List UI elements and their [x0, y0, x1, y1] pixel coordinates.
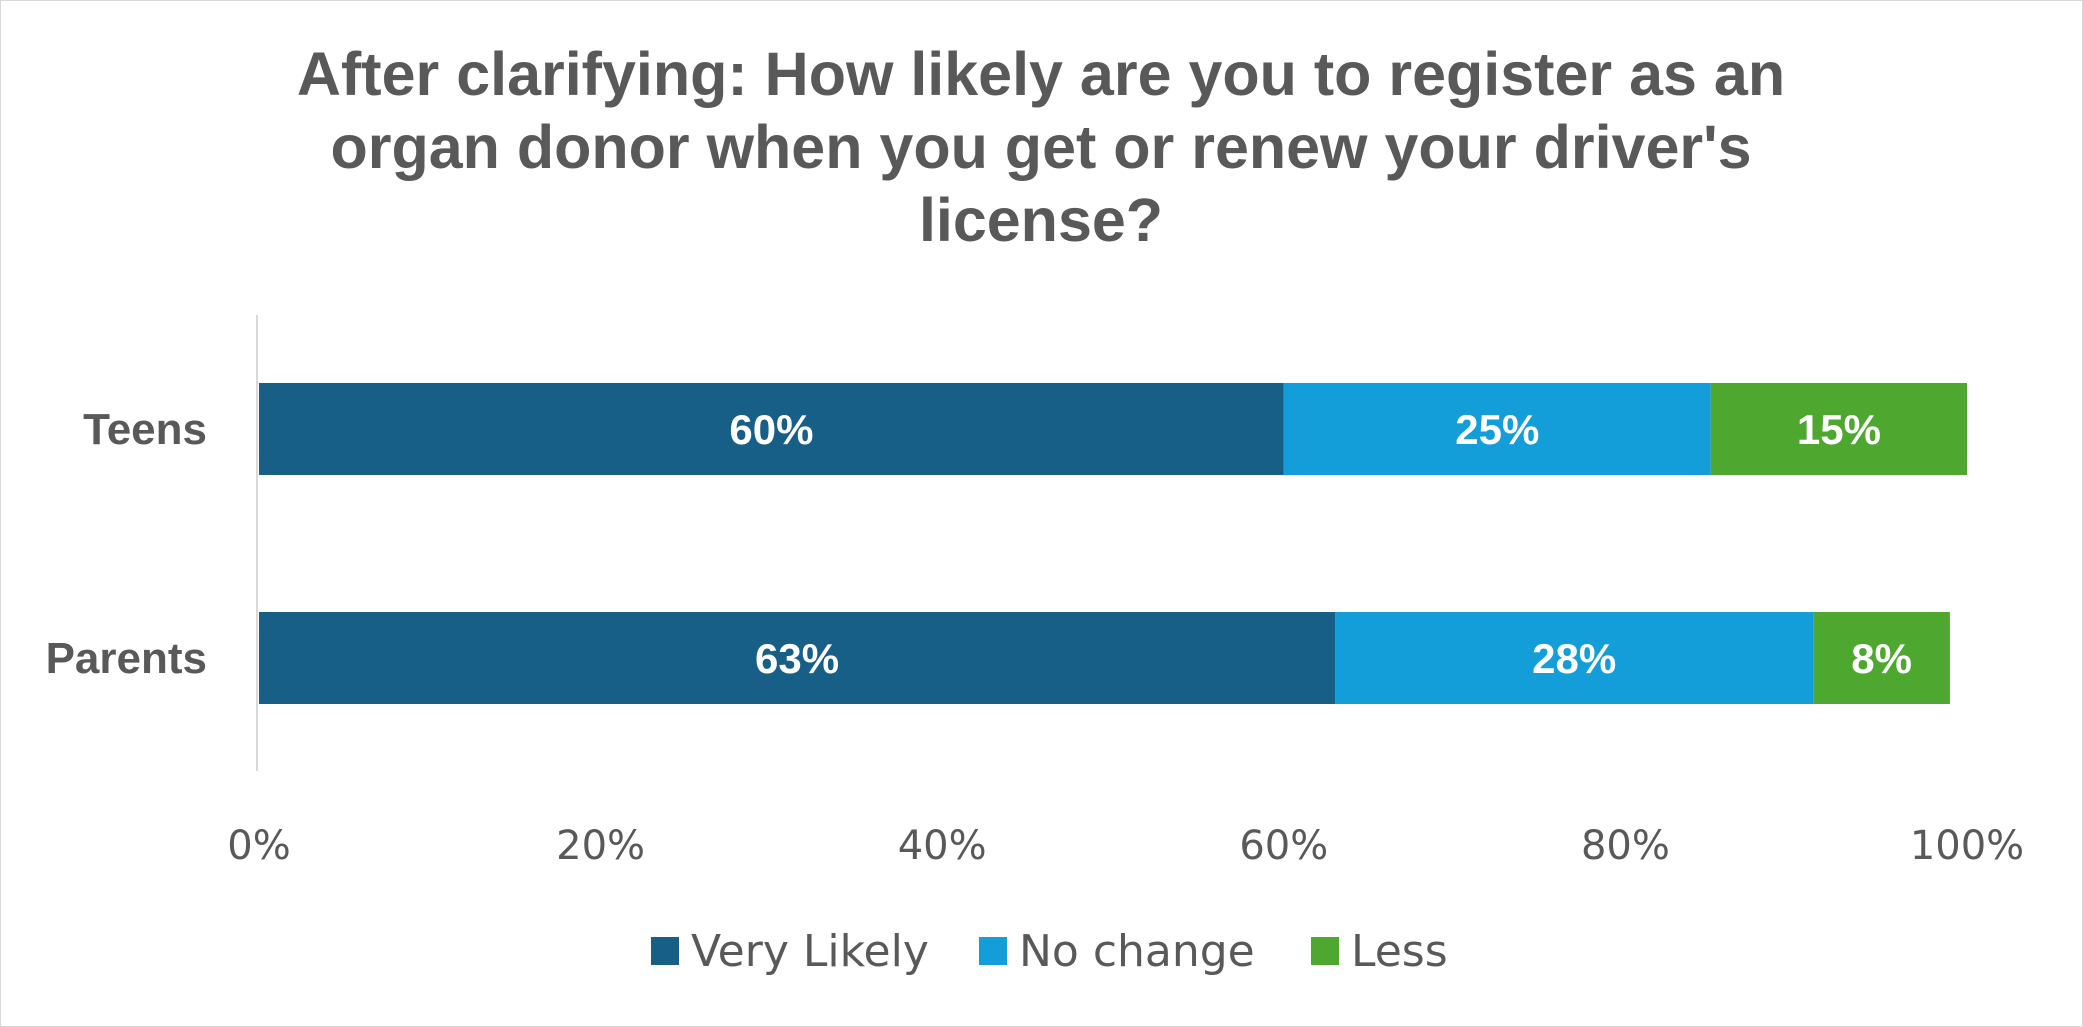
legend-swatch-no-change	[979, 937, 1007, 965]
bar-parents-very-likely	[259, 612, 1336, 704]
x-tick-label-40: 40%	[898, 823, 987, 869]
legend-swatch-very-likely	[651, 937, 679, 965]
legend-swatch-less	[1311, 937, 1339, 965]
data-label-parents-very-likely: 63%	[755, 635, 839, 682]
bar-parents-less	[1813, 612, 1950, 704]
legend-label-very-likely: Very Likely	[691, 926, 929, 977]
x-axis-tick-labels: 0% 20% 40% 60% 80% 100%	[227, 823, 2024, 869]
chart-title-line-3: license?	[919, 186, 1163, 254]
legend-label-no-change: No change	[1019, 926, 1255, 977]
category-label-teens: Teens	[83, 405, 207, 454]
category-labels: Teens Parents	[46, 405, 207, 683]
data-label-teens-less: 15%	[1797, 406, 1881, 453]
chart-title-line-1: After clarifying: How likely are you to …	[297, 40, 1785, 108]
bar-teens-very-likely	[259, 383, 1284, 475]
bar-teens-no-change	[1283, 383, 1711, 475]
x-tick-label-80: 80%	[1581, 823, 1670, 869]
bar-parents-no-change	[1335, 612, 1814, 704]
data-label-teens-very-likely: 60%	[729, 406, 813, 453]
chart-title-line-2: organ donor when you get or renew your d…	[330, 113, 1751, 181]
bars-group: 60% 25% 15% 63% 28% 8%	[259, 383, 1967, 704]
x-tick-label-20: 20%	[556, 823, 645, 869]
chart-title: After clarifying: How likely are you to …	[297, 40, 1785, 254]
legend: Very Likely No change Less	[651, 926, 1448, 977]
data-label-parents-less: 8%	[1851, 635, 1912, 682]
category-label-parents: Parents	[46, 634, 207, 683]
bar-teens-less	[1710, 383, 1967, 475]
x-tick-label-60: 60%	[1239, 823, 1328, 869]
x-tick-label-100: 100%	[1910, 823, 2024, 869]
x-tick-label-0: 0%	[227, 823, 290, 869]
data-label-teens-no-change: 25%	[1455, 406, 1539, 453]
legend-label-less: Less	[1351, 926, 1448, 977]
data-label-parents-no-change: 28%	[1532, 635, 1616, 682]
